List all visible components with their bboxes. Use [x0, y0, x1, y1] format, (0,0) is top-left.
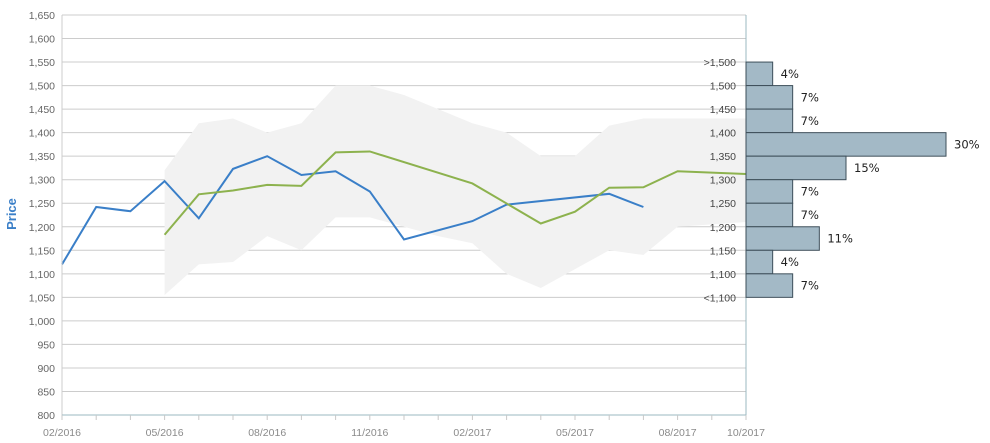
histogram-bin-label: >1,500	[704, 57, 737, 69]
x-tick-label: 10/2017	[727, 427, 765, 439]
x-axis-ticks: 02/2016 05/2016 08/2016 11/2016 02/2017 05/20…	[43, 427, 765, 439]
y-tick-label: 1,050	[29, 292, 55, 304]
y-tick-label: 800	[37, 410, 55, 422]
x-tick-label: 02/2016	[43, 427, 81, 439]
histogram-bin-label: <1,100	[704, 292, 737, 304]
histogram-bin-label: 1,350	[710, 151, 736, 163]
x-tick-label: 08/2017	[659, 427, 697, 439]
series-line-1	[61, 155, 644, 265]
y-tick-label: 1,600	[29, 34, 55, 46]
histogram-bin-label: 1,400	[710, 128, 736, 140]
histogram-bar	[745, 108, 794, 134]
histogram-percent-label: 30%	[954, 137, 980, 151]
histogram-bin-label: 1,150	[710, 245, 736, 257]
histogram-bin-label: 1,300	[710, 175, 736, 187]
y-tick-label: 1,200	[29, 222, 55, 234]
histogram-percent-label: 15%	[854, 161, 880, 175]
histogram-bin-label: 1,450	[710, 104, 736, 116]
x-tick-label: 05/2017	[556, 427, 594, 439]
x-tick-label: 08/2016	[248, 427, 286, 439]
x-tick-label: 11/2016	[351, 427, 388, 439]
histogram-percent-label: 11%	[827, 232, 853, 246]
histogram-bar	[745, 61, 774, 87]
histogram-percent-label: 4%	[781, 67, 799, 81]
y-tick-label: 1,100	[29, 269, 55, 281]
histogram-bar	[745, 85, 794, 110]
histogram-bar	[745, 249, 774, 275]
x-tick-label: 02/2017	[453, 427, 491, 439]
y-axis-label: Price	[4, 198, 19, 230]
histogram-percent-label: 7%	[801, 184, 819, 198]
price-distribution-histogram: 4% >1,500 7% 1,500 7% 1,450 30% 1,400 15% 1,350 7%…	[704, 57, 980, 304]
y-tick-label: 1,150	[29, 245, 55, 257]
histogram-bin-label: 1,100	[710, 269, 736, 281]
histogram-percent-label: 7%	[801, 90, 819, 104]
y-tick-label: 900	[37, 363, 55, 375]
y-tick-label: 1,300	[29, 175, 55, 187]
y-tick-label: 1,000	[29, 316, 55, 328]
y-tick-label: 1,400	[29, 128, 55, 140]
histogram-bar	[745, 226, 820, 251]
y-tick-label: 1,500	[29, 81, 55, 93]
histogram-bar	[745, 132, 947, 157]
price-range-band	[164, 85, 747, 296]
histogram-percent-label: 7%	[801, 208, 819, 222]
price-series	[61, 150, 747, 265]
histogram-bar	[745, 155, 847, 181]
x-tick-label: 05/2016	[146, 427, 184, 439]
histogram-bar	[745, 273, 794, 298]
y-axis-ticks: 800 850 900 950 1,000 1,050 1,100 1,150 1,200 1,2…	[29, 10, 55, 422]
histogram-bin-label: 1,250	[710, 198, 736, 210]
y-tick-label: 950	[37, 339, 55, 351]
series-line-2	[163, 150, 747, 236]
histogram-bar	[745, 179, 794, 204]
histogram-bin-label: 1,200	[710, 222, 736, 234]
y-tick-label: 850	[37, 386, 55, 398]
y-tick-label: 1,650	[29, 10, 55, 22]
histogram-percent-label: 4%	[781, 255, 799, 269]
y-tick-label: 1,250	[29, 198, 55, 210]
y-tick-label: 1,350	[29, 151, 55, 163]
histogram-bin-label: 1,500	[710, 81, 736, 93]
y-tick-label: 1,450	[29, 104, 55, 116]
histogram-percent-label: 7%	[801, 279, 819, 293]
histogram-bar	[745, 202, 794, 228]
histogram-percent-label: 7%	[801, 114, 819, 128]
range-band-area	[164, 85, 747, 296]
y-tick-label: 1,550	[29, 57, 55, 69]
